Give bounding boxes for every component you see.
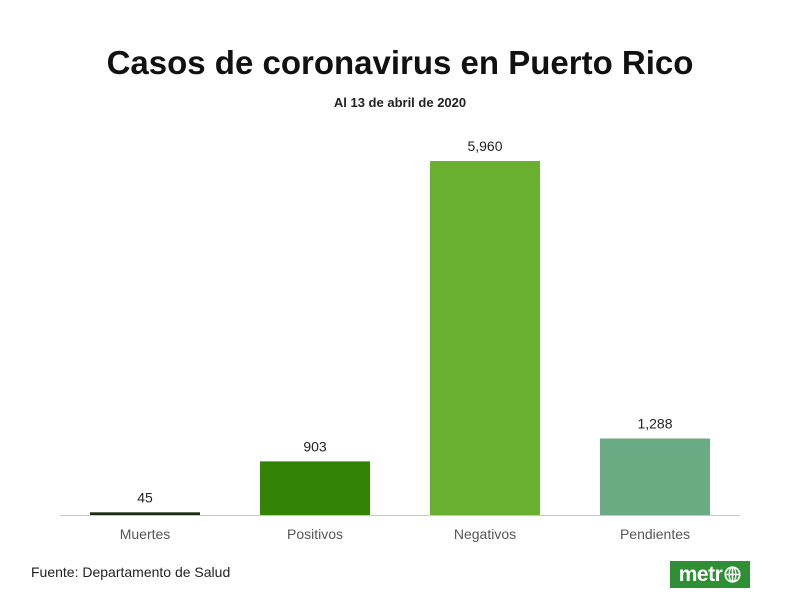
value-label-pendientes: 1,288 xyxy=(637,415,672,431)
logo-text: metr xyxy=(678,563,723,586)
bar-pendientes xyxy=(600,438,710,515)
globe-icon xyxy=(724,566,741,583)
category-label-negativos: Negativos xyxy=(454,526,516,542)
chart-title: Casos de coronavirus en Puerto Rico xyxy=(106,44,694,81)
category-label-positivos: Positivos xyxy=(287,526,343,542)
bar-muertes xyxy=(90,512,200,515)
chart-subtitle: Al 13 de abril de 2020 xyxy=(333,95,467,110)
value-label-positivos: 903 xyxy=(303,438,327,454)
value-label-muertes: 45 xyxy=(137,489,153,505)
source-note: Fuente: Departamento de Salud xyxy=(31,564,231,580)
bar-positivos xyxy=(260,461,370,515)
bar-negativos xyxy=(430,161,540,515)
metro-logo: metr xyxy=(670,561,750,588)
category-label-muertes: Muertes xyxy=(120,526,171,542)
category-label-pendientes: Pendientes xyxy=(620,526,690,542)
value-label-negativos: 5,960 xyxy=(467,138,502,154)
